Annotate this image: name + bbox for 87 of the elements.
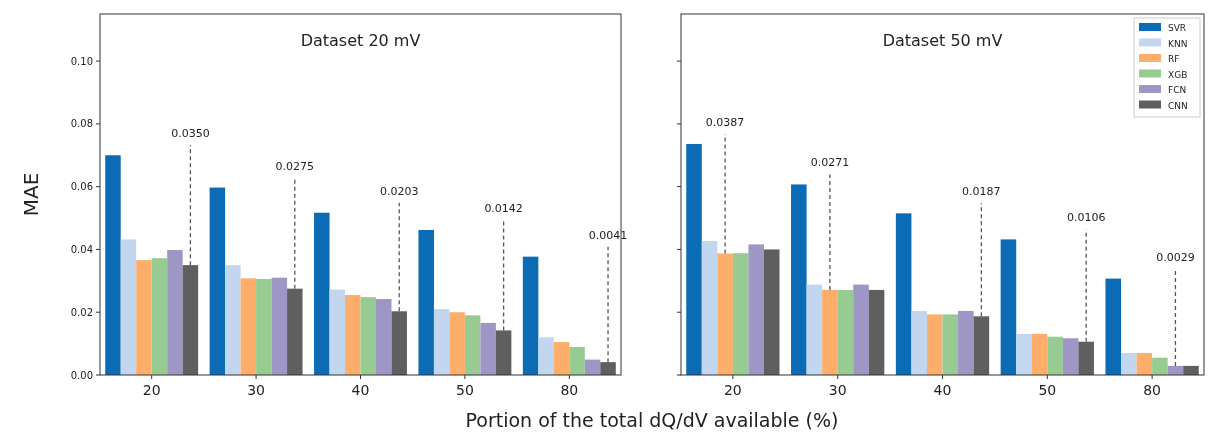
- annotation: 0.0271: [810, 156, 850, 170]
- x-tick-label: 30: [247, 382, 266, 398]
- bar: [449, 312, 465, 375]
- y-tick-label: 0.10: [70, 55, 93, 67]
- x-tick-label: 40: [933, 382, 952, 398]
- x-axis-title: Portion of the total dQ/dV available (%): [465, 409, 839, 431]
- bar: [464, 315, 481, 375]
- bar: [822, 289, 838, 375]
- bar: [748, 244, 764, 375]
- legend-label: KNN: [1168, 38, 1188, 49]
- bar: [911, 310, 927, 375]
- bar: [433, 309, 450, 375]
- annotation: 0.0142: [484, 201, 523, 215]
- bar: [418, 229, 434, 375]
- bar: [256, 278, 272, 375]
- bar: [1016, 333, 1032, 375]
- bar: [105, 155, 121, 375]
- bar: [225, 265, 241, 375]
- bar: [868, 289, 885, 375]
- annotation: 0.0203: [379, 184, 419, 198]
- x-tick-label: 20: [723, 382, 742, 398]
- bar: [240, 278, 257, 375]
- bar: [538, 337, 554, 375]
- bar: [375, 299, 392, 375]
- bar: [120, 239, 137, 375]
- bar: [763, 249, 780, 375]
- bar: [1152, 357, 1168, 375]
- bar: [1047, 336, 1063, 375]
- bar: [569, 347, 585, 375]
- bar: [1000, 239, 1017, 375]
- bar: [1136, 353, 1153, 375]
- bar: [853, 284, 869, 375]
- bar: [958, 310, 974, 375]
- x-tick-label: 80: [560, 382, 579, 398]
- annotation: 0.0041: [588, 228, 628, 242]
- annotation: 0.0275: [275, 159, 315, 173]
- bar: [209, 187, 226, 375]
- text: Dataset 20 mV: [300, 31, 421, 50]
- legend-label: RF: [1168, 54, 1180, 64]
- y-tick-label: 0.00: [70, 369, 93, 381]
- bar: [360, 297, 376, 375]
- annotation: 0.0350: [171, 127, 210, 141]
- y-tick-label: 0.06: [70, 181, 93, 193]
- bar: [167, 250, 183, 375]
- x-tick-label: 20: [142, 382, 161, 398]
- y-tick-label: 0.04: [70, 243, 93, 255]
- bar: [314, 212, 330, 375]
- x-tick-label: 40: [351, 382, 370, 398]
- text: Dataset 50 mV: [882, 31, 1003, 50]
- legend-label: CNN: [1168, 100, 1188, 111]
- bar: [895, 213, 912, 375]
- bar: [480, 322, 496, 375]
- x-tick-label: 50: [455, 382, 474, 398]
- bar: [1062, 338, 1079, 375]
- bar: [522, 256, 539, 375]
- legend-label: XGB: [1168, 69, 1188, 80]
- legend-label: SVR: [1168, 23, 1187, 33]
- bar: [926, 314, 943, 375]
- legend-label: FCN: [1168, 85, 1187, 95]
- bar: [553, 342, 570, 375]
- bar: [1183, 365, 1199, 375]
- bar: [329, 289, 346, 375]
- bar: [1121, 353, 1137, 375]
- bar: [1031, 333, 1048, 375]
- bar: [791, 184, 807, 375]
- bar: [151, 258, 168, 375]
- y-tick-label: 0.02: [70, 306, 93, 318]
- bar: [837, 289, 854, 375]
- bar: [701, 240, 718, 375]
- bar: [686, 143, 702, 375]
- bar: [806, 284, 823, 375]
- x-tick-label: 50: [1038, 382, 1057, 398]
- bar: [136, 260, 152, 375]
- bar: [1105, 278, 1122, 375]
- x-tick-label: 30: [828, 382, 847, 398]
- bar: [732, 253, 749, 375]
- annotation: 0.0106: [1066, 211, 1106, 225]
- y-axis-title: MAE: [19, 172, 43, 217]
- annotation: 0.0187: [962, 185, 1001, 199]
- bar: [271, 277, 288, 375]
- annotation: 0.0029: [1156, 250, 1195, 264]
- bar: [717, 253, 733, 375]
- y-tick-label: 0.08: [70, 118, 93, 130]
- annotation: 0.0387: [705, 115, 745, 129]
- bar: [942, 314, 959, 375]
- x-tick-label: 80: [1143, 382, 1162, 398]
- bar: [345, 294, 361, 375]
